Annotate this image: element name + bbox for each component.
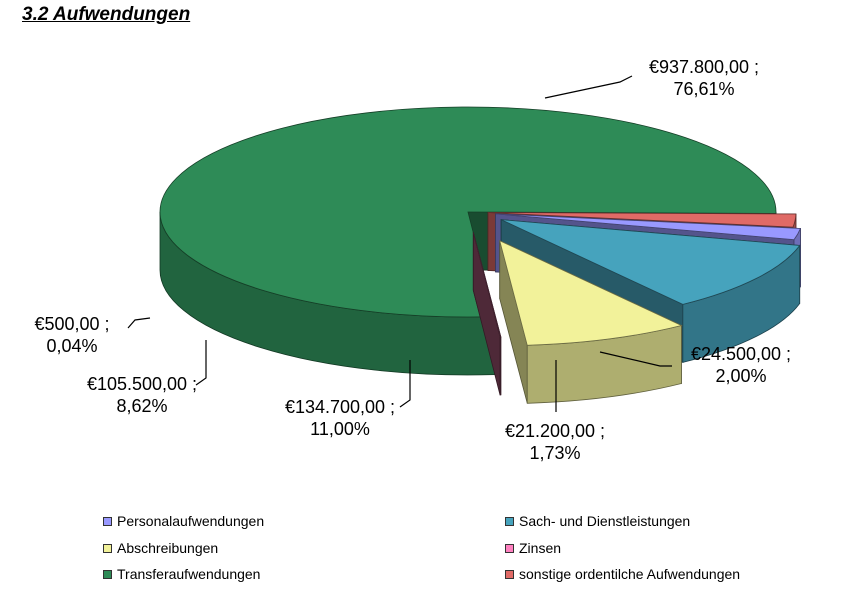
data-label-line: €24.500,00 ; [691,344,791,364]
data-label-line: €105.500,00 ; [87,374,197,394]
legend-label: Abschreibungen [117,540,219,556]
data-label-line: 8,62% [116,396,167,416]
legend-item: Zinsen [505,540,561,556]
legend-label: sonstige ordentilche Aufwendungen [519,566,741,582]
legend-swatch [103,543,112,553]
data-label-line: €134.700,00 ; [285,397,395,417]
legend-swatch [103,516,112,526]
data-label-1: €21.200,00 ; 1,73% [505,421,605,463]
pie-slice-3 [499,239,683,404]
data-label-3: €105.500,00 ; 8,62% [87,374,197,416]
data-label-line: 1,73% [529,443,580,463]
data-label-5: €937.800,00 ; 76,61% [649,57,759,99]
legend-item: Abschreibungen [103,540,218,556]
legend-swatch [505,543,514,553]
data-label-line: 2,00% [715,366,766,386]
legend-swatch [103,569,112,579]
data-label-6: €24.500,00 ; 2,00% [691,344,791,386]
pie-slice-4 [472,232,502,396]
legend-label: Personalaufwendungen [117,513,265,529]
legend-item: Personalaufwendungen [103,513,264,529]
leader-line-3 [195,340,207,386]
legend-item: Transferaufwendungen [103,566,260,582]
data-label-4: €500,00 ; 0,04% [34,314,109,356]
data-label-line: 76,61% [673,79,734,99]
leader-line-5 [544,75,633,99]
leader-line-4 [127,317,151,329]
leader-line-6 [599,351,672,367]
leader-line-2 [399,360,411,408]
legend-swatch [505,516,514,526]
legend-swatch [505,569,514,579]
page-title: 3.2 Aufwendungen [22,4,191,25]
legend-item: Sach- und Dienstleistungen [505,513,690,529]
data-label-line: €937.800,00 ; [649,57,759,77]
data-label-line: €500,00 ; [34,314,109,334]
data-label-line: 11,00% [310,419,370,439]
legend-label: Zinsen [519,540,562,556]
data-label-line: 0,04% [46,336,97,356]
legend-label: Sach- und Dienstleistungen [519,513,691,529]
data-label-line: €21.200,00 ; [505,421,605,441]
data-label-2: €134.700,00 ; 11,00% [285,397,395,439]
legend-label: Transferaufwendungen [117,566,261,582]
legend-item: sonstige ordentilche Aufwendungen [505,566,740,582]
